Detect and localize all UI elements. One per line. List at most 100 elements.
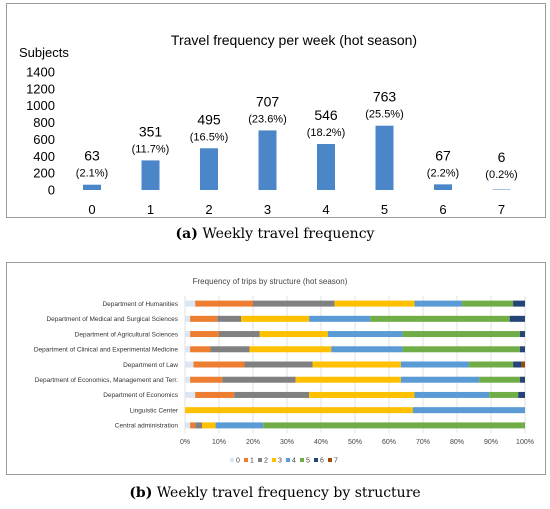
chart-b-bar-segment [241, 315, 310, 322]
chart-a-x-tick-label: 4 [322, 202, 329, 217]
chart-a-x-tick-label: 1 [147, 202, 154, 217]
chart-b-bar-segment [202, 422, 216, 429]
chart-b-x-tick-label: 90% [484, 439, 498, 446]
chart-b-bar-segment [309, 315, 371, 322]
chart-b-x-tick-label: 20% [246, 439, 260, 446]
caption-a-text: Weekly travel frequency [197, 226, 375, 242]
chart-b-bar-segment [400, 361, 469, 368]
chart-b-bar-segment [185, 422, 191, 429]
chart-b-bar-segment [185, 391, 196, 398]
chart-b-bar-segment [193, 361, 245, 368]
chart-a-y-tick-label: 0 [48, 183, 55, 198]
chart-b-legend-label: 0 [236, 458, 240, 465]
chart-b-bar-segment [190, 315, 218, 322]
chart-b-legend-swatch [314, 458, 318, 462]
chart-b-bar-segment [479, 376, 520, 383]
chart-b-category-label: Department of Economics [103, 392, 179, 399]
chart-a-x-tick-label: 7 [498, 202, 505, 217]
chart-b-bar-segment [249, 346, 332, 353]
chart-b-bar-segment [334, 300, 415, 307]
chart-b-bar-segment [190, 346, 211, 353]
chart-b-title: Frequency of trips by structure (hot sea… [193, 277, 348, 286]
chart-a-bar [434, 184, 452, 190]
chart-b-bar-segment [190, 376, 223, 383]
chart-b-bar-segment [489, 391, 519, 398]
chart-b-x-tick-label: 30% [280, 439, 294, 446]
chart-b-bar-segment [518, 391, 525, 398]
chart-b-bar-segment [185, 407, 413, 414]
chart-b-bar-segment [219, 331, 260, 338]
chart-b-legend-swatch [272, 458, 276, 462]
chart-b-bar-segment [331, 346, 403, 353]
chart-b-svg: Frequency of trips by structure (hot sea… [34, 277, 534, 465]
chart-b-bar-segment [217, 315, 242, 322]
chart-b-bar-segment [513, 300, 525, 307]
chart-a-y-axis-label: Subjects [19, 45, 69, 60]
chart-b-bar-segment [222, 376, 296, 383]
chart-a-bar-value-label: 707 [256, 93, 280, 109]
chart-a-bar [83, 184, 101, 190]
chart-b-bar-segment [521, 361, 525, 368]
chart-a-y-tick-label: 400 [33, 149, 55, 164]
chart-b-bar-segment [253, 300, 335, 307]
chart-b-legend-swatch [300, 458, 304, 462]
chart-b-legend-label: 2 [264, 458, 268, 465]
chart-b-bar-segment [327, 331, 403, 338]
chart-b-legend-swatch [286, 458, 290, 462]
chart-b-bar-segment [400, 376, 480, 383]
chart-b-bar-segment [402, 331, 520, 338]
chart-a-y-tick-label: 600 [33, 132, 55, 147]
chart-b-legend-label: 5 [306, 458, 310, 465]
chart-b-bar-segment [519, 376, 525, 383]
chart-a-bar-value-label: 546 [314, 107, 338, 123]
chart-a-bar [492, 189, 511, 190]
chart-b-x-tick-label: 100% [516, 439, 534, 446]
chart-a-x-tick-label: 3 [264, 202, 271, 217]
chart-b-bar-segment [259, 331, 328, 338]
chart-b-bar-segment [519, 331, 525, 338]
chart-a-y-tick-label: 1400 [26, 65, 55, 80]
chart-b-bar-segment [234, 391, 310, 398]
chart-b-category-label: Linguistic Center [130, 407, 179, 414]
chart-b-bar-segment [309, 391, 415, 398]
chart-a-x-tick-label: 2 [205, 202, 212, 217]
chart-a-x-tick-label: 6 [439, 202, 446, 217]
chart-a-bar [317, 143, 335, 190]
chart-b-bar-segment [195, 391, 235, 398]
chart-b-bar-segment [295, 376, 401, 383]
chart-b-bar-segment [195, 300, 253, 307]
chart-a-bar-value-label: 6 [498, 149, 506, 165]
chart-a-bar-percent-label: (11.7%) [132, 143, 170, 155]
chart-a-bar [258, 130, 277, 190]
chart-a-x-tick-label: 0 [88, 202, 95, 217]
chart-b-bar-segment [185, 300, 196, 307]
chart-b-x-tick-label: 60% [382, 439, 396, 446]
caption-b-text: Weekly travel frequency by structure [152, 485, 421, 501]
chart-b-category-label: Department of Law [123, 362, 178, 369]
chart-b-legend-label: 6 [320, 458, 324, 465]
chart-a-bar-value-label: 763 [373, 89, 397, 105]
chart-b-bar-segment [414, 391, 490, 398]
chart-a-bar-percent-label: (18.2%) [307, 127, 346, 139]
chart-a-bar-percent-label: (25.5%) [365, 109, 404, 121]
chart-b-bar-segment [468, 361, 514, 368]
chart-b-bar-segment [263, 422, 525, 429]
chart-b-bar-segment [312, 361, 401, 368]
caption-b-tag: (b) [129, 485, 153, 501]
chart-a-x-tick-label: 5 [381, 202, 388, 217]
chart-a-y-tick-label: 1200 [26, 81, 55, 96]
caption-a-tag: (a) [175, 226, 198, 242]
chart-b-legend-label: 3 [278, 458, 282, 465]
chart-a-bar-percent-label: (16.5%) [190, 131, 229, 143]
chart-b-bar-segment [462, 300, 514, 307]
chart-b-category-label: Department of Economics, Management and … [35, 377, 179, 384]
chart-b-bar-segment [185, 376, 191, 383]
chart-b-bar-segment [185, 331, 191, 338]
chart-b-legend-label: 1 [250, 458, 254, 465]
chart-b-category-label: Department of Medical and Surgical Scien… [46, 316, 178, 323]
chart-b-category-label: Central administration [115, 423, 179, 430]
chart-b-category-label: Department of Clinical and Experimental … [34, 347, 179, 354]
chart-b-bar-segment [402, 346, 520, 353]
chart-b-legend-swatch [258, 458, 262, 462]
chart-b-legend-swatch [244, 458, 248, 462]
